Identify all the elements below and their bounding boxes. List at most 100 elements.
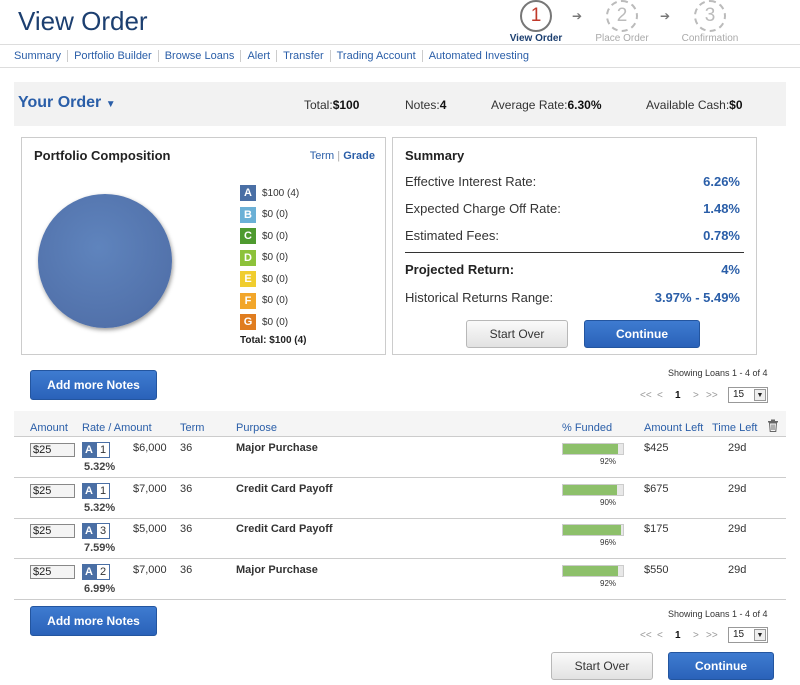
col-term[interactable]: Term: [180, 422, 205, 434]
step-view-order: 1 View Order: [506, 0, 566, 44]
col-purpose[interactable]: Purpose: [236, 422, 277, 434]
funded-progress-fill: [563, 565, 619, 576]
loan-purpose[interactable]: Credit Card Payoff: [236, 523, 333, 535]
step-number: 1: [520, 0, 552, 32]
table-header: [14, 411, 786, 437]
col-amount[interactable]: Amount: [30, 422, 68, 434]
order-notes: Notes:4: [405, 98, 446, 112]
grade-amount: $0 (0): [262, 209, 289, 220]
pager-prev[interactable]: <: [657, 390, 663, 401]
col-amount-left[interactable]: Amount Left: [644, 422, 704, 434]
nav-divider: [329, 50, 331, 62]
your-order-dropdown[interactable]: Your Order ▼: [18, 94, 116, 112]
nav-trading-account[interactable]: Trading Account: [336, 50, 416, 62]
time-left: 29d: [728, 523, 747, 535]
your-order-label: Your Order: [18, 94, 102, 111]
nav-divider: [67, 50, 69, 62]
pager-last-bottom[interactable]: >>: [706, 630, 718, 641]
grade-legend-row: B $0 (0): [240, 206, 288, 224]
arrow-right-icon: ➔: [660, 9, 671, 23]
grade-amount: $0 (0): [262, 295, 289, 306]
nav-transfer[interactable]: Transfer: [283, 50, 324, 62]
loan-purpose[interactable]: Major Purchase: [236, 442, 318, 454]
grade-badge: A: [82, 523, 96, 539]
step-label: Place Order: [595, 33, 649, 44]
interest-rate: 7.59%: [84, 542, 116, 554]
funded-progress-fill: [563, 484, 617, 495]
amount-left: $550: [644, 563, 669, 576]
add-more-notes-button[interactable]: Add more Notes: [30, 370, 157, 400]
showing-loans-label-bottom: Showing Loans 1 - 4 of 4: [668, 609, 768, 619]
pager-next[interactable]: >: [693, 390, 699, 401]
start-over-button-bottom[interactable]: Start Over: [551, 652, 653, 680]
add-more-notes-button-bottom[interactable]: Add more Notes: [30, 606, 157, 636]
toggle-term[interactable]: Term: [309, 150, 335, 162]
table-row: $25 A 2 6.99% $7,000 36 Major Purchase 92% $550 2…: [14, 560, 786, 600]
table-row: $25 A 1 5.32% $7,000 36 Credit Card Payoff 90% $…: [14, 479, 786, 519]
pager-first-bottom[interactable]: <<: [640, 630, 652, 641]
time-left: 29d: [728, 482, 747, 495]
per-page-select[interactable]: 15 ▼: [728, 387, 768, 403]
pager-last[interactable]: >>: [706, 390, 718, 401]
grade-badge: F: [240, 292, 256, 309]
order-total: Total:$100: [304, 98, 359, 112]
nav-divider: [276, 50, 278, 62]
portfolio-composition-title: Portfolio Composition: [34, 148, 171, 163]
pager-first[interactable]: <<: [640, 390, 652, 401]
funded-percent: 92%: [600, 578, 617, 588]
step-number: 2: [606, 0, 638, 32]
nav-summary[interactable]: Summary: [14, 50, 62, 62]
grade-legend-row: G $0 (0): [240, 313, 288, 331]
summary-row-chargeoff: Expected Charge Off Rate: 1.48%: [405, 201, 744, 216]
loan-amount: $6,000: [133, 442, 167, 454]
pager-next-bottom[interactable]: >: [693, 630, 699, 641]
table-row: $25 A 3 7.59% $5,000 36 Credit Card Payoff 96% $…: [14, 519, 786, 559]
funded-percent: 96%: [600, 538, 617, 547]
step-label: View Order: [509, 33, 563, 44]
loan-purpose[interactable]: Credit Card Payoff: [236, 482, 333, 495]
amount-input[interactable]: $25: [30, 524, 75, 538]
per-page-select-bottom[interactable]: 15 ▼: [728, 627, 768, 643]
composition-toggle: Term | Grade: [310, 150, 375, 162]
amount-input[interactable]: $25: [30, 443, 75, 457]
nav-portfolio-builder[interactable]: Portfolio Builder: [74, 50, 152, 62]
grade-badge: C: [240, 228, 256, 244]
arrow-right-icon: ➔: [572, 9, 583, 23]
summary-row-projected: Projected Return: 4%: [405, 262, 744, 277]
page-title: View Order: [18, 6, 148, 36]
pager-prev-bottom[interactable]: <: [657, 630, 663, 641]
per-page-value: 15: [733, 389, 745, 400]
grade-legend-row: F $0 (0): [240, 292, 288, 310]
loan-purpose[interactable]: Major Purchase: [236, 563, 318, 576]
grade-legend-row: E $0 (0): [240, 270, 288, 288]
toggle-grade[interactable]: Grade: [343, 150, 375, 162]
amount-input[interactable]: $25: [30, 483, 75, 498]
summary-label: Estimated Fees:: [405, 228, 499, 243]
grade-amount: $0 (0): [262, 230, 289, 242]
grade-amount: $0 (0): [262, 273, 289, 285]
subgrade-badge: 1: [96, 442, 110, 458]
amount-input[interactable]: $25: [30, 564, 75, 579]
start-over-button[interactable]: Start Over: [466, 320, 568, 348]
funded-progress-bar: [562, 564, 624, 577]
interest-rate: 6.99%: [84, 582, 116, 595]
col-rate-amount[interactable]: Rate / Amount: [82, 422, 152, 434]
notes-value: 4: [439, 98, 447, 112]
loan-term: 36: [180, 523, 193, 535]
nav-automated-investing[interactable]: Automated Investing: [428, 50, 529, 62]
continue-button[interactable]: Continue: [584, 320, 700, 348]
nav-browse-loans[interactable]: Browse Loans: [164, 50, 235, 62]
caret-down-icon: ▼: [105, 99, 116, 110]
funded-percent: 92%: [600, 457, 617, 466]
portfolio-pie-chart: [38, 194, 172, 328]
continue-button-bottom[interactable]: Continue: [668, 652, 774, 680]
loan-term: 36: [180, 442, 193, 454]
col-time-left[interactable]: Time Left: [712, 422, 758, 434]
trash-icon[interactable]: [767, 419, 781, 433]
grade-badge: A: [82, 563, 96, 580]
summary-panel: Summary Effective Interest Rate: 6.26% Ex…: [392, 137, 757, 355]
nav-alert[interactable]: Alert: [247, 50, 271, 62]
col-funded[interactable]: % Funded: [562, 422, 613, 434]
composition-total: Total: $100 (4): [240, 335, 307, 346]
loan-term: 36: [180, 482, 193, 495]
